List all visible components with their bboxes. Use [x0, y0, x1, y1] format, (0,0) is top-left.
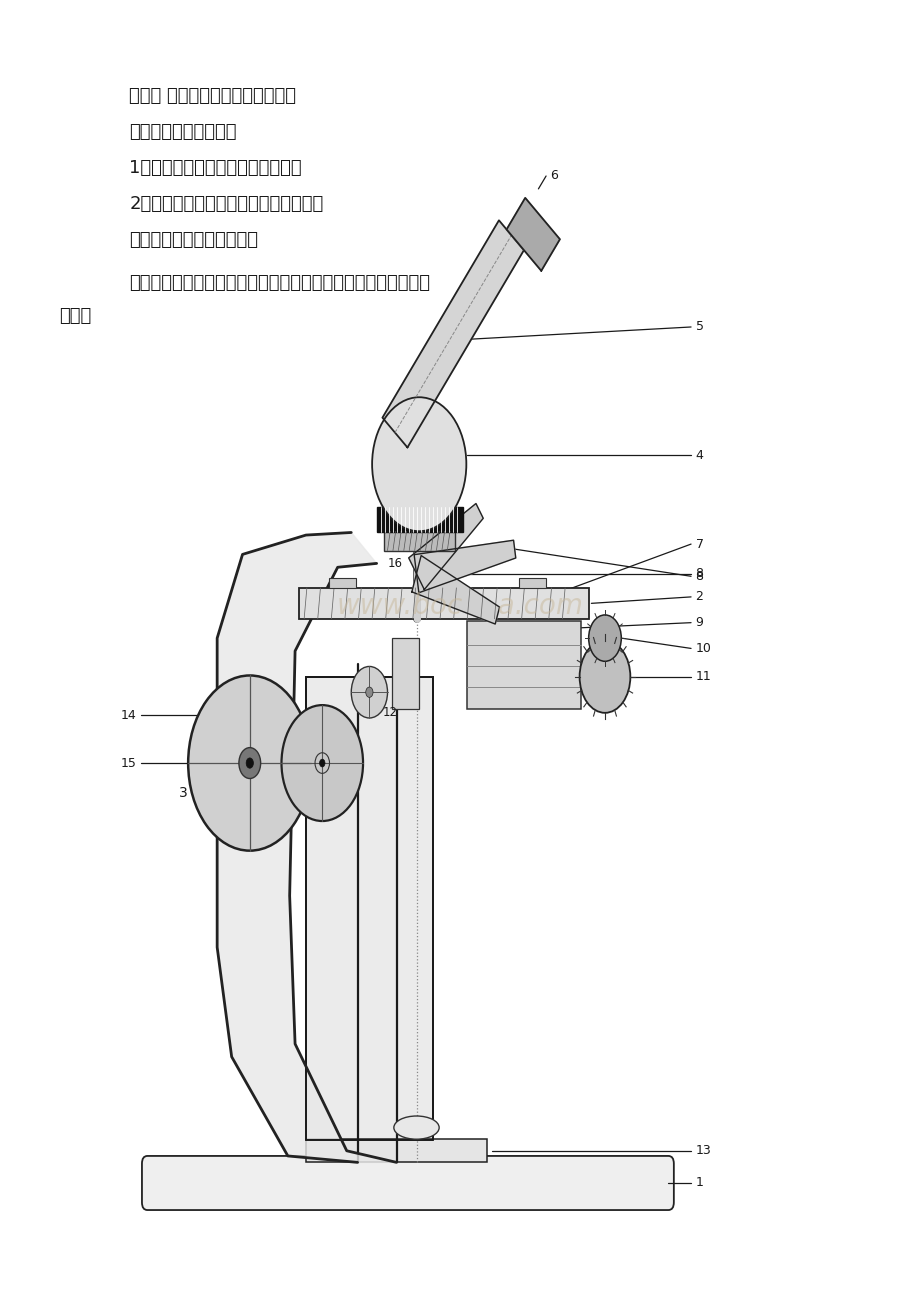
Text: 13: 13	[695, 1144, 710, 1157]
Polygon shape	[408, 504, 482, 590]
Text: 3: 3	[179, 785, 187, 799]
Text: 2）掌握显微镜的使用方法和保养方法。: 2）掌握显微镜的使用方法和保养方法。	[130, 195, 323, 214]
Text: www.boc    a.com: www.boc a.com	[336, 592, 583, 620]
Polygon shape	[414, 540, 516, 592]
FancyBboxPatch shape	[142, 1156, 673, 1210]
Text: 15: 15	[120, 756, 136, 769]
Text: 一、实验目的和要求：: 一、实验目的和要求：	[130, 122, 236, 141]
Text: 7: 7	[695, 538, 703, 551]
Circle shape	[579, 641, 630, 712]
Bar	[376, 506, 462, 533]
Bar	[299, 589, 588, 618]
Text: 11: 11	[695, 671, 710, 684]
Bar	[306, 677, 432, 1141]
Bar	[328, 578, 356, 589]
Text: 5: 5	[695, 320, 703, 333]
Bar	[383, 531, 454, 551]
Circle shape	[281, 706, 363, 822]
Circle shape	[319, 759, 324, 767]
Text: 实验一 光学显微镜（油镜）的使用: 实验一 光学显微镜（油镜）的使用	[130, 87, 296, 104]
Text: 12: 12	[382, 706, 398, 719]
Text: 所示：: 所示：	[60, 307, 92, 326]
Bar	[306, 1139, 487, 1163]
Text: 1）了解显微镜的构造及成像原理。: 1）了解显微镜的构造及成像原理。	[130, 159, 301, 177]
Circle shape	[188, 676, 311, 850]
Text: 二、显微镜的构造及原理：: 二、显微镜的构造及原理：	[130, 230, 258, 249]
Circle shape	[246, 758, 253, 768]
Circle shape	[351, 667, 387, 717]
Text: 1: 1	[695, 1177, 703, 1190]
Text: 4: 4	[695, 449, 703, 462]
Circle shape	[239, 747, 260, 779]
Polygon shape	[412, 556, 499, 624]
Polygon shape	[382, 220, 523, 448]
Circle shape	[588, 615, 620, 661]
Bar	[357, 776, 396, 1163]
Text: 8: 8	[695, 568, 703, 581]
Polygon shape	[506, 198, 560, 271]
Polygon shape	[217, 533, 396, 1163]
Text: 16: 16	[387, 557, 403, 570]
Text: 2: 2	[695, 590, 703, 603]
Bar	[518, 578, 546, 589]
Text: 10: 10	[695, 642, 710, 655]
Text: 普通的光学显微镜由机械装置和光学系统两大部分组成，如下图: 普通的光学显微镜由机械装置和光学系统两大部分组成，如下图	[130, 273, 430, 292]
Text: 6: 6	[550, 169, 558, 182]
Ellipse shape	[393, 1116, 438, 1139]
Circle shape	[366, 687, 372, 698]
Bar	[467, 621, 580, 710]
Text: 9: 9	[695, 616, 703, 629]
Circle shape	[371, 397, 466, 531]
Bar	[391, 638, 419, 710]
Text: 8: 8	[695, 570, 703, 583]
Text: 14: 14	[120, 708, 136, 721]
